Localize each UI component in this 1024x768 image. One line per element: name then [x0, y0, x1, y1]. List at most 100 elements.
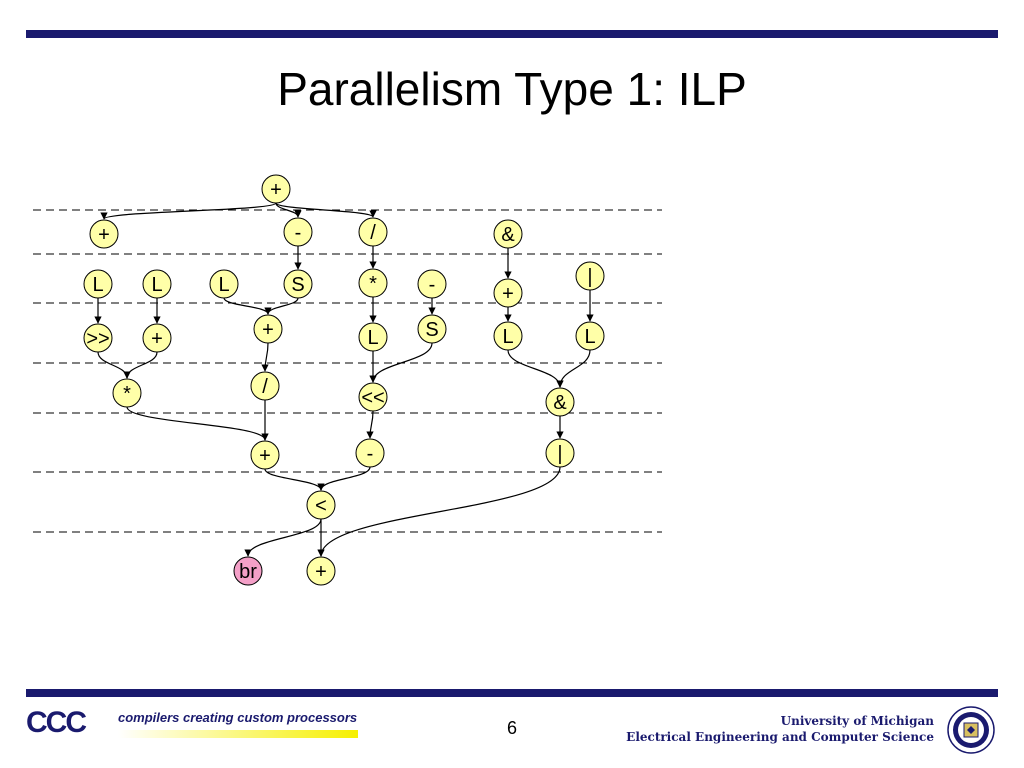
operation-node-label: +	[315, 561, 327, 583]
operation-node-circle	[493, 321, 523, 351]
operation-node-circle	[142, 269, 172, 299]
operation-node-circle	[83, 269, 113, 299]
operation-node-label: -	[367, 443, 374, 465]
operation-node-circle	[358, 217, 388, 247]
operation-node-circle	[112, 378, 142, 408]
operation-node: -	[283, 217, 313, 247]
operation-node-circle	[253, 314, 283, 344]
ccc-logo-mark: CCC	[26, 706, 87, 739]
operation-node-circle	[306, 556, 336, 586]
ccc-logo-tagline: compilers creating custom processors	[118, 710, 358, 725]
operation-node-label: L	[151, 274, 162, 296]
operation-node-circle	[261, 174, 291, 204]
operation-node: S	[283, 269, 313, 299]
operation-node-label: -	[429, 274, 436, 296]
operation-node-circle	[283, 269, 313, 299]
operation-node-label: /	[262, 376, 268, 398]
dependency-edge	[100, 202, 277, 220]
operation-node: -	[355, 438, 385, 468]
operation-node-circle	[358, 382, 388, 412]
operation-node: &	[545, 387, 575, 417]
operation-node-circle	[355, 438, 385, 468]
operation-node: &	[493, 219, 523, 249]
operation-node-circle	[575, 261, 605, 291]
operation-node-circle	[493, 278, 523, 308]
operation-node: *	[112, 378, 142, 408]
operation-node-label: L	[367, 327, 378, 349]
operation-node: <<	[358, 382, 388, 412]
operation-node-label: |	[587, 266, 592, 288]
operation-node: +	[261, 174, 291, 204]
operation-node: L	[358, 322, 388, 352]
operation-node-circle	[250, 440, 280, 470]
operation-node-circle	[575, 321, 605, 351]
dependency-edge	[275, 202, 377, 218]
dependency-edge	[264, 297, 299, 315]
operation-node: -	[417, 269, 447, 299]
university-name: University of Michigan	[780, 714, 934, 728]
ccc-logo: CCC compilers creating custom processors	[26, 706, 366, 746]
operation-node-label: >>	[86, 328, 109, 350]
operation-node: *	[358, 268, 388, 298]
top-rule	[26, 30, 998, 38]
slide-title: Parallelism Type 1: ILP	[277, 63, 747, 115]
operation-node-circle	[83, 323, 113, 353]
operation-node-label: |	[557, 443, 562, 465]
operation-node-circle	[89, 219, 119, 249]
dependency-edge	[366, 410, 374, 439]
operation-node: >>	[83, 323, 113, 353]
operation-node-circle	[545, 387, 575, 417]
operation-node-circle	[209, 269, 239, 299]
operation-node: L	[83, 269, 113, 299]
dependency-edge	[507, 349, 564, 388]
dependency-edge	[317, 466, 371, 491]
operation-node-label: L	[218, 274, 229, 296]
operation-node-label: L	[502, 326, 513, 348]
operation-node: L	[493, 321, 523, 351]
operation-node: +	[89, 219, 119, 249]
cycle-separator-lines	[33, 209, 662, 533]
operation-node-label: -	[295, 222, 302, 244]
operation-node: L	[142, 269, 172, 299]
operation-node-circle	[358, 268, 388, 298]
operation-node: /	[250, 371, 280, 401]
operation-node-label: L	[584, 326, 595, 348]
operation-node: |	[545, 438, 575, 468]
operation-nodes: ++ - / &L L L S * - +|>> + + L S L L* / << &+ - |<br +	[83, 174, 605, 586]
dependency-edge	[126, 406, 269, 441]
operation-node-label: *	[369, 273, 377, 295]
operation-node-circle	[142, 323, 172, 353]
logo-stripe	[118, 730, 358, 738]
operation-node-label: S	[425, 319, 438, 341]
operation-node: S	[417, 314, 447, 344]
operation-node-circle	[545, 438, 575, 468]
dependency-edge	[123, 351, 158, 379]
operation-node-label: +	[259, 445, 271, 467]
department-name: Electrical Engineering and Computer Scie…	[626, 730, 934, 744]
operation-node-circle	[417, 314, 447, 344]
dependency-edge	[275, 202, 302, 218]
operation-node: <	[306, 490, 336, 520]
operation-node-circle	[358, 322, 388, 352]
operation-node: +	[250, 440, 280, 470]
page-number: 6	[506, 718, 517, 738]
university-seal-icon	[947, 706, 995, 754]
operation-node-circle	[306, 490, 336, 520]
operation-node-label: L	[92, 274, 103, 296]
operation-node: +	[253, 314, 283, 344]
dependency-edge	[97, 351, 131, 379]
operation-node-label: +	[270, 179, 282, 201]
dependency-edge	[556, 349, 591, 388]
operation-node: br	[233, 556, 263, 586]
operation-node-circle	[283, 217, 313, 247]
dependency-edges	[94, 202, 594, 557]
operation-node-circle	[233, 556, 263, 586]
operation-node-label: /	[370, 222, 376, 244]
operation-node-label: S	[291, 274, 304, 296]
operation-node: L	[575, 321, 605, 351]
operation-node-label: <	[315, 495, 327, 517]
operation-node: L	[209, 269, 239, 299]
operation-node-label: br	[239, 561, 257, 583]
operation-node-label: <<	[361, 387, 384, 409]
